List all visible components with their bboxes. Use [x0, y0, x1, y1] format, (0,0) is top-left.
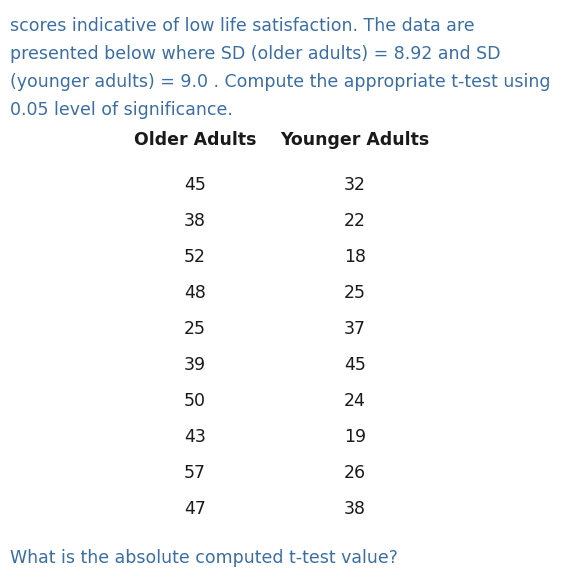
- Text: Older Adults: Older Adults: [134, 131, 256, 149]
- Text: 25: 25: [344, 284, 366, 302]
- Text: scores indicative of low life satisfaction. The data are: scores indicative of low life satisfacti…: [10, 17, 475, 35]
- Text: 43: 43: [184, 428, 206, 446]
- Text: 32: 32: [344, 176, 366, 194]
- Text: What is the absolute computed t-test value?: What is the absolute computed t-test val…: [10, 549, 398, 567]
- Text: 19: 19: [344, 428, 366, 446]
- Text: 45: 45: [184, 176, 206, 194]
- Text: 38: 38: [344, 500, 366, 518]
- Text: 39: 39: [184, 356, 206, 374]
- Text: 52: 52: [184, 248, 206, 266]
- Text: 0.05 level of significance.: 0.05 level of significance.: [10, 101, 233, 119]
- Text: 47: 47: [184, 500, 206, 518]
- Text: 25: 25: [184, 320, 206, 338]
- Text: 50: 50: [184, 392, 206, 410]
- Text: 38: 38: [184, 212, 206, 230]
- Text: 24: 24: [344, 392, 366, 410]
- Text: 26: 26: [344, 464, 366, 482]
- Text: 18: 18: [344, 248, 366, 266]
- Text: Younger Adults: Younger Adults: [280, 131, 429, 149]
- Text: presented below where SD (older adults) = 8.92 and SD: presented below where SD (older adults) …: [10, 45, 501, 63]
- Text: (younger adults) = 9.0 . Compute the appropriate t-test using: (younger adults) = 9.0 . Compute the app…: [10, 73, 550, 91]
- Text: 48: 48: [184, 284, 206, 302]
- Text: 57: 57: [184, 464, 206, 482]
- Text: 22: 22: [344, 212, 366, 230]
- Text: 45: 45: [344, 356, 366, 374]
- Text: 37: 37: [344, 320, 366, 338]
